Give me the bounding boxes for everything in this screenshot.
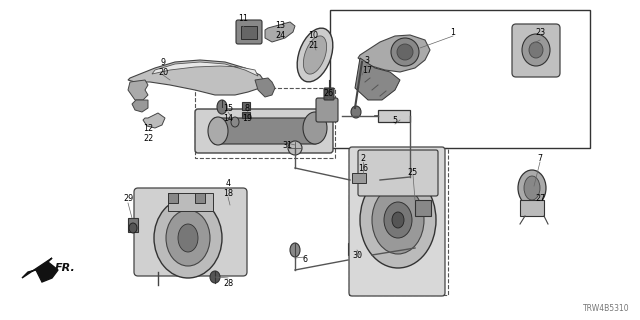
Bar [242,102,250,110]
Text: 3: 3 [365,55,369,65]
Ellipse shape [154,198,222,278]
Ellipse shape [391,38,419,66]
Bar [242,112,250,118]
Text: 29: 29 [123,194,133,203]
Bar [378,110,410,122]
Text: 17: 17 [362,66,372,75]
Ellipse shape [303,36,326,74]
Ellipse shape [231,117,239,127]
Text: 8: 8 [244,103,250,113]
Text: 14: 14 [223,114,233,123]
Polygon shape [128,60,265,95]
Bar [168,193,178,203]
FancyBboxPatch shape [213,118,317,144]
Text: 21: 21 [308,41,318,50]
Text: 19: 19 [242,114,252,123]
Polygon shape [22,258,58,282]
Text: 15: 15 [223,103,233,113]
Ellipse shape [290,243,300,257]
Polygon shape [128,80,148,100]
Ellipse shape [297,28,333,82]
Text: 23: 23 [535,28,545,36]
Text: 31: 31 [282,140,292,149]
Bar [350,174,380,186]
Bar [195,193,205,203]
Text: 26: 26 [323,89,333,98]
Ellipse shape [217,100,227,114]
Text: FR.: FR. [55,263,76,273]
Text: 9: 9 [161,58,166,67]
Text: 10: 10 [308,30,318,39]
Bar [415,200,431,216]
Bar [128,218,138,232]
FancyBboxPatch shape [512,24,560,77]
Bar [348,243,372,255]
Text: 1: 1 [451,28,456,36]
Polygon shape [265,22,295,42]
Bar [241,26,257,39]
Ellipse shape [178,224,198,252]
Text: TRW4B5310: TRW4B5310 [584,304,630,313]
Text: 25: 25 [408,167,418,177]
Bar [330,10,590,148]
FancyBboxPatch shape [195,109,333,153]
Ellipse shape [529,42,543,58]
Bar [168,193,213,211]
Text: 2: 2 [360,154,365,163]
Ellipse shape [351,106,361,118]
Ellipse shape [210,271,220,283]
Ellipse shape [166,210,210,266]
Ellipse shape [372,186,424,254]
Ellipse shape [524,176,540,200]
Polygon shape [143,113,165,128]
FancyBboxPatch shape [316,98,338,122]
Text: 5: 5 [392,116,397,124]
FancyBboxPatch shape [358,150,438,196]
Text: 24: 24 [275,30,285,39]
Bar [349,195,415,248]
Ellipse shape [397,44,413,60]
Polygon shape [358,35,430,72]
Polygon shape [152,62,258,76]
Bar [349,148,448,295]
Text: 6: 6 [303,255,307,265]
Ellipse shape [360,172,436,268]
Text: 12: 12 [143,124,153,132]
Text: 30: 30 [352,251,362,260]
Ellipse shape [518,170,546,206]
Polygon shape [255,78,275,97]
Ellipse shape [288,141,302,155]
FancyBboxPatch shape [324,88,334,100]
Bar [520,200,544,216]
Text: 11: 11 [238,13,248,22]
Ellipse shape [522,34,550,66]
Ellipse shape [303,112,327,144]
Polygon shape [132,100,148,112]
Text: 28: 28 [223,278,233,287]
Bar [195,88,335,158]
Bar [352,173,366,183]
Text: 13: 13 [275,20,285,29]
Text: 22: 22 [143,133,153,142]
Text: 20: 20 [158,68,168,76]
Ellipse shape [384,202,412,238]
Text: 16: 16 [358,164,368,172]
FancyBboxPatch shape [236,20,262,44]
Ellipse shape [129,223,137,233]
Text: 4: 4 [225,179,230,188]
Text: 18: 18 [223,188,233,197]
FancyBboxPatch shape [134,188,247,276]
Text: 27: 27 [535,194,545,203]
FancyBboxPatch shape [349,147,445,296]
Ellipse shape [392,212,404,228]
Ellipse shape [208,117,228,145]
Polygon shape [355,58,400,100]
Text: 7: 7 [538,154,543,163]
